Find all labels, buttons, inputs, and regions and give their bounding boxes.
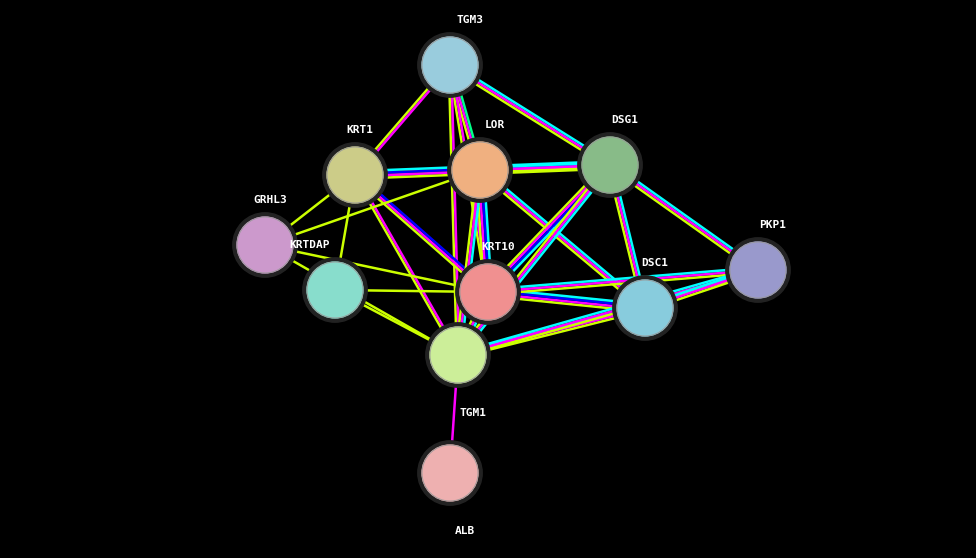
Circle shape xyxy=(456,260,520,324)
Circle shape xyxy=(237,217,293,273)
Circle shape xyxy=(327,147,383,203)
Text: ALB: ALB xyxy=(455,526,475,536)
Circle shape xyxy=(418,33,482,97)
Circle shape xyxy=(307,262,363,318)
Circle shape xyxy=(578,133,642,197)
Circle shape xyxy=(418,441,482,505)
Circle shape xyxy=(582,137,638,193)
Text: GRHL3: GRHL3 xyxy=(253,195,287,205)
Text: DSC1: DSC1 xyxy=(641,258,669,268)
Text: TGM1: TGM1 xyxy=(460,408,486,418)
Circle shape xyxy=(426,323,490,387)
Circle shape xyxy=(422,445,478,501)
Text: KRT1: KRT1 xyxy=(346,125,374,135)
Circle shape xyxy=(448,138,512,202)
Circle shape xyxy=(617,280,673,336)
Circle shape xyxy=(422,37,478,93)
Text: TGM3: TGM3 xyxy=(457,15,483,25)
Circle shape xyxy=(452,142,508,198)
Circle shape xyxy=(726,238,791,302)
Text: LOR: LOR xyxy=(485,120,506,130)
Text: PKP1: PKP1 xyxy=(759,220,787,230)
Circle shape xyxy=(233,213,298,277)
Circle shape xyxy=(430,327,486,383)
Circle shape xyxy=(730,242,786,298)
Circle shape xyxy=(613,276,677,340)
Text: KRTDAP: KRTDAP xyxy=(290,240,330,250)
Circle shape xyxy=(460,264,516,320)
Text: KRT10: KRT10 xyxy=(481,242,515,252)
Circle shape xyxy=(323,143,387,207)
Text: DSG1: DSG1 xyxy=(612,115,638,125)
Circle shape xyxy=(303,258,367,322)
